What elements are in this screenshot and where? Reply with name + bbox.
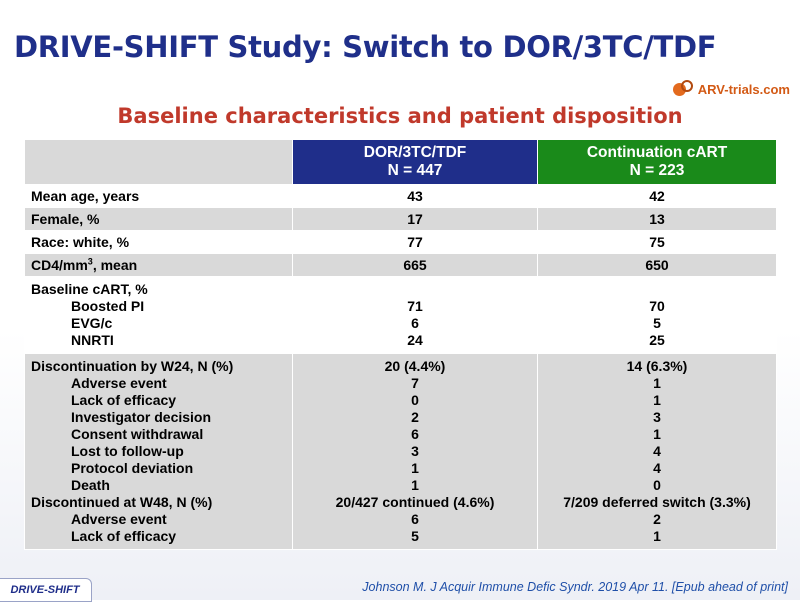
citation: Johnson M. J Acquir Immune Defic Syndr. … — [362, 580, 788, 594]
row-label: Discontinuation by W24, N (%) Adverse ev… — [24, 353, 293, 550]
table-row-cd4: CD4/mm3, mean 665 650 — [24, 253, 777, 277]
study-tag: DRIVE-SHIFT — [0, 578, 92, 602]
value-cart: 70 5 25 — [537, 276, 777, 354]
table-row-discontinuation: Discontinuation by W24, N (%) Adverse ev… — [24, 353, 777, 550]
slide-title: DRIVE-SHIFT Study: Switch to DOR/3TC/TDF — [14, 30, 717, 64]
value-cart: 13 — [537, 207, 777, 231]
header-continuation-cart: Continuation cART N = 223 — [537, 139, 777, 185]
row-label: Mean age, years — [24, 184, 293, 208]
value-cart: 650 — [537, 253, 777, 277]
header-dor-3tc-tdf: DOR/3TC/TDF N = 447 — [292, 139, 538, 185]
header-col3-n: N = 223 — [629, 162, 685, 179]
table-row-race: Race: white, % 77 75 — [24, 230, 777, 254]
header-col3-name: Continuation cART — [586, 144, 728, 161]
logo-icon — [672, 80, 695, 98]
row-label: Baseline cART, % Boosted PI EVG/c NNRTI — [24, 276, 293, 354]
value-dor: 20 (4.4%) 7 0 2 6 3 1 1 20/427 continued… — [292, 353, 538, 550]
value-cart: 42 — [537, 184, 777, 208]
value-dor: 71 6 24 — [292, 276, 538, 354]
value-cart: 14 (6.3%) 1 1 3 1 4 4 0 7/209 deferred s… — [537, 353, 777, 550]
baseline-table: DOR/3TC/TDF N = 447 Continuation cART N … — [24, 139, 777, 550]
table-row-female: Female, % 17 13 — [24, 207, 777, 231]
table-header-row: DOR/3TC/TDF N = 447 Continuation cART N … — [24, 139, 777, 185]
value-dor: 665 — [292, 253, 538, 277]
row-label: CD4/mm3, mean — [24, 253, 293, 277]
value-cart: 75 — [537, 230, 777, 254]
header-col2-name: DOR/3TC/TDF — [363, 144, 467, 161]
row-label: Race: white, % — [24, 230, 293, 254]
table-row-age: Mean age, years 43 42 — [24, 184, 777, 208]
table-row-baseline-cart: Baseline cART, % Boosted PI EVG/c NNRTI … — [24, 276, 777, 354]
arv-trials-logo: ARV-trials.com — [672, 78, 790, 100]
value-dor: 17 — [292, 207, 538, 231]
slide-subtitle: Baseline characteristics and patient dis… — [117, 104, 683, 128]
header-col2-n: N = 447 — [387, 162, 443, 179]
logo-text: ARV-trials.com — [697, 81, 790, 97]
row-label: Female, % — [24, 207, 293, 231]
value-dor: 77 — [292, 230, 538, 254]
header-blank-cell — [24, 139, 293, 185]
value-dor: 43 — [292, 184, 538, 208]
